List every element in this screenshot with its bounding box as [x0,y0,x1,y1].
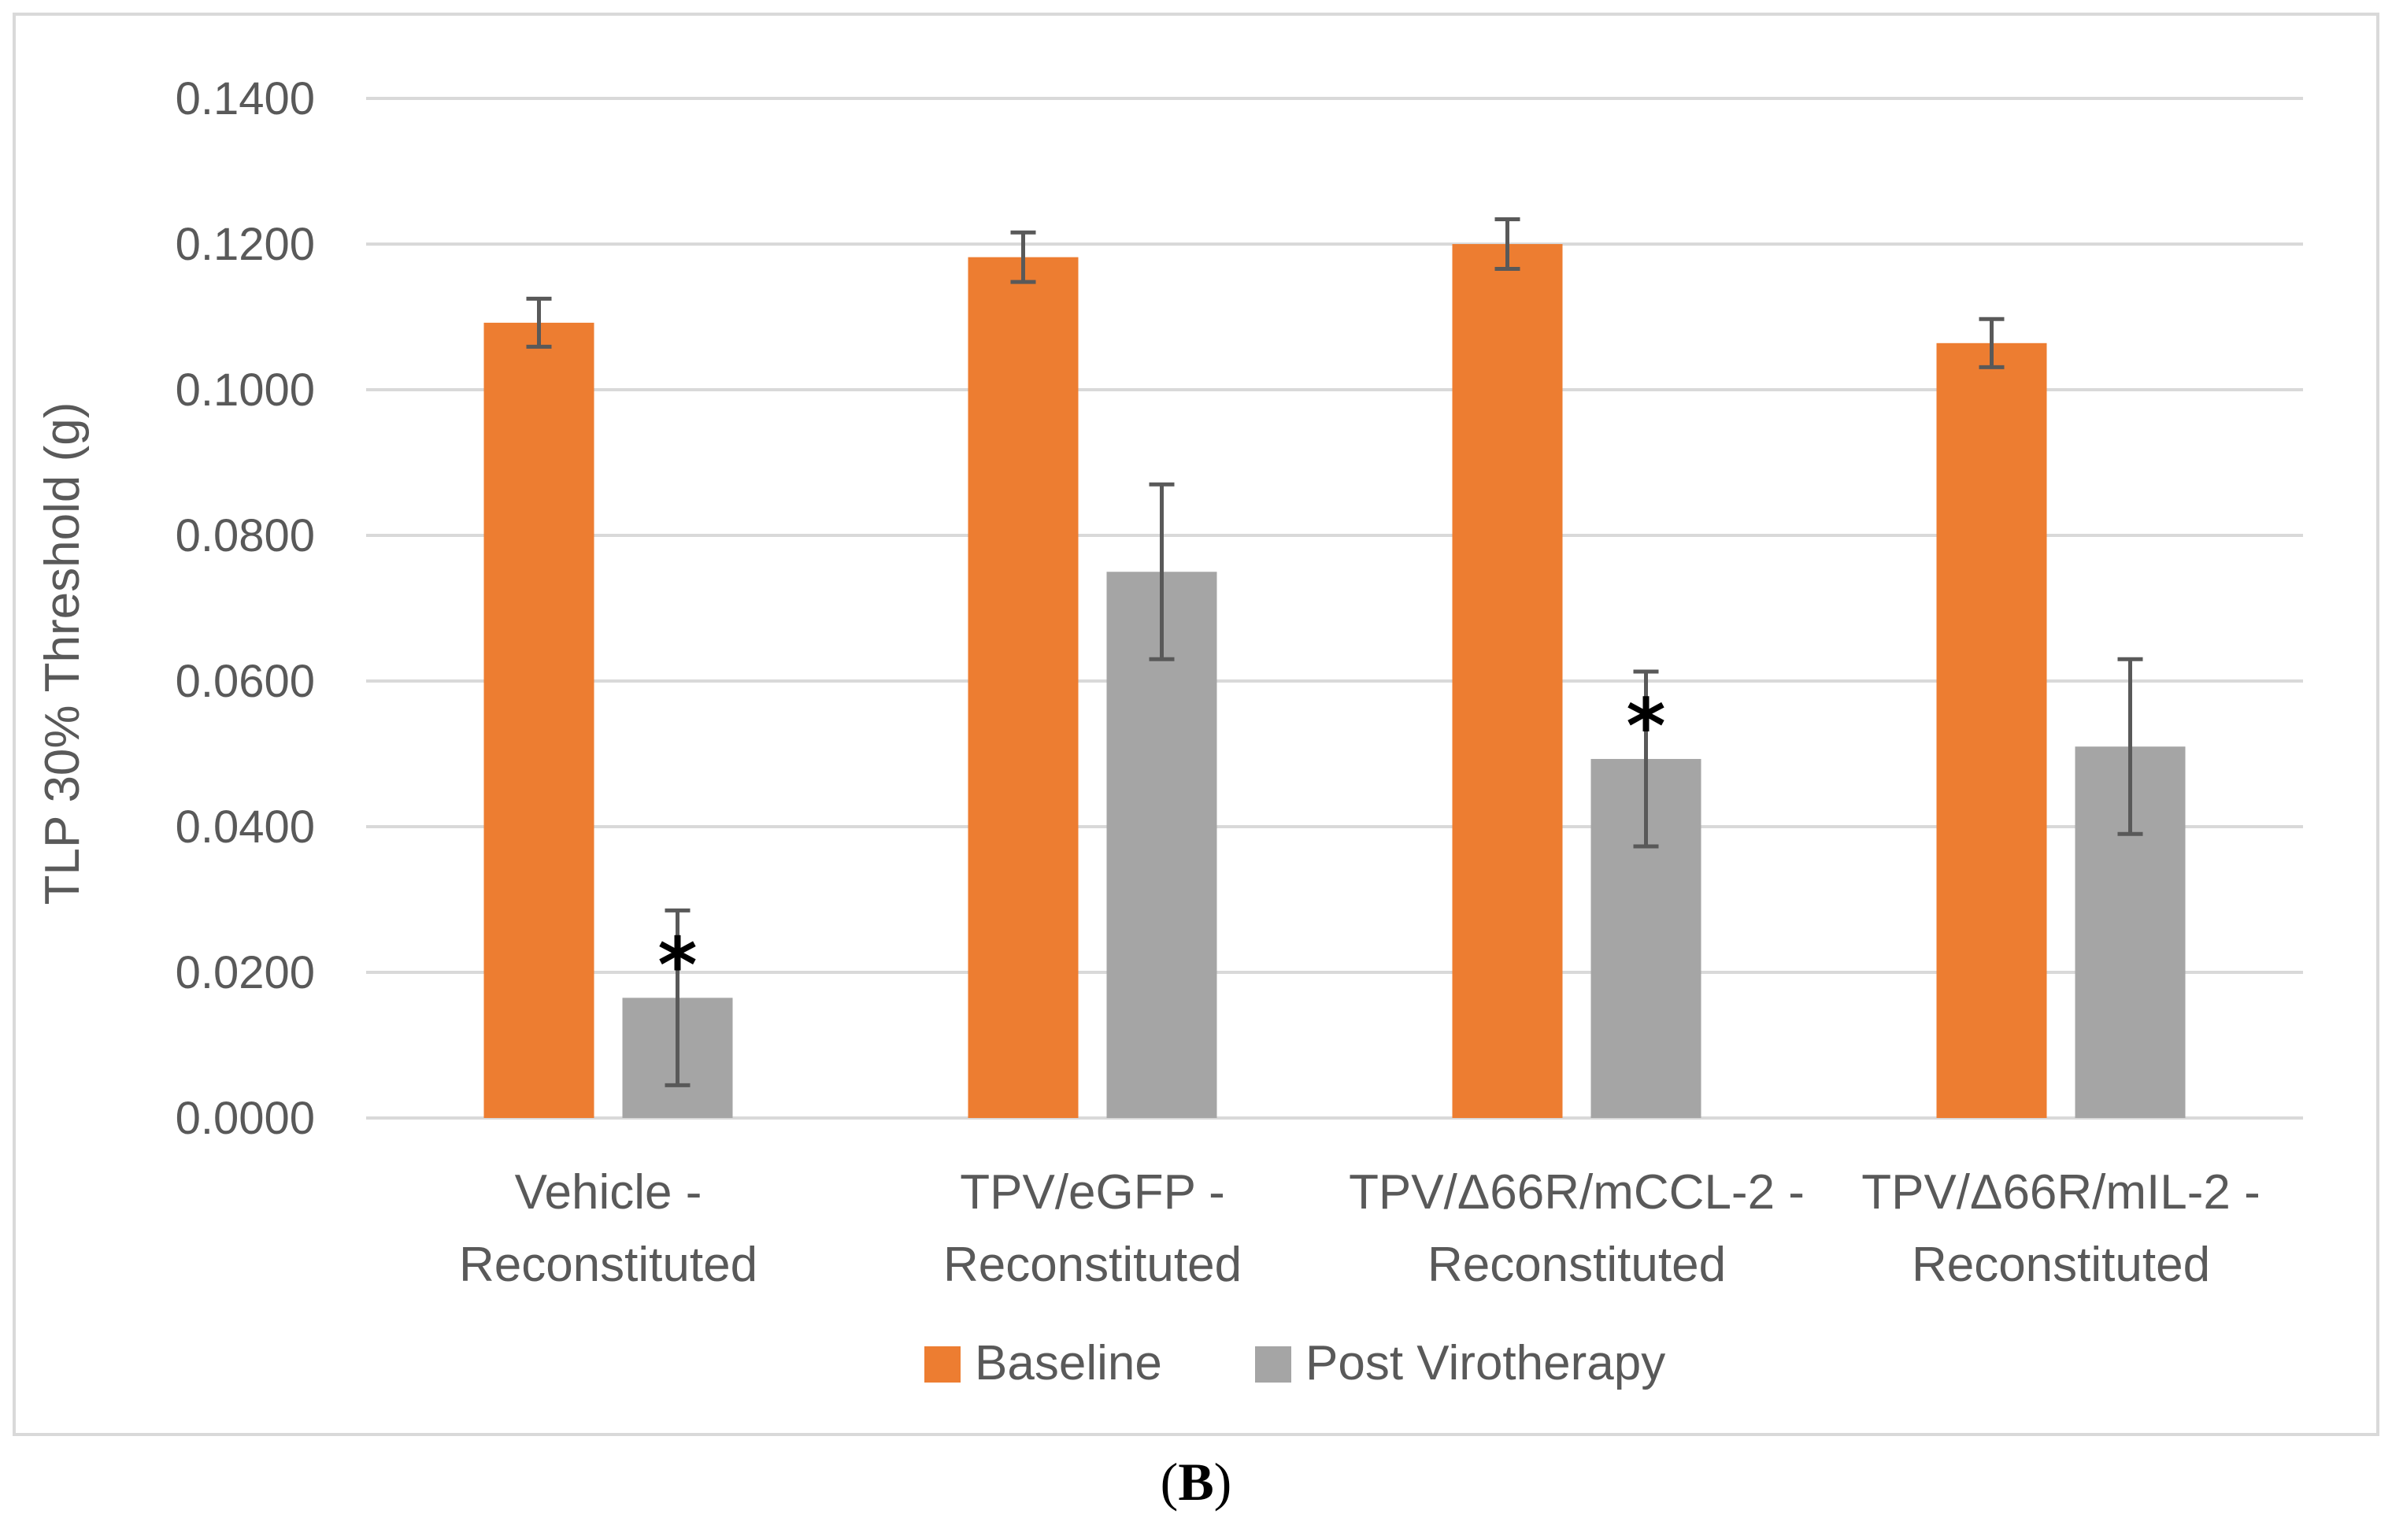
legend-swatch-post-virotherapy [1255,1346,1291,1383]
y-tick-label: 0.1200 [176,219,315,270]
y-tick-label: 0.0800 [176,510,315,561]
legend-label-post-virotherapy: Post Virotherapy [1305,1336,1665,1390]
bar-baseline [1452,244,1563,1118]
legend-swatch-baseline [924,1346,961,1383]
y-tick-label: 0.0200 [176,947,315,998]
significance-asterisk: * [1626,683,1665,771]
y-tick-label: 0.0400 [176,801,315,853]
error-bar [526,296,552,349]
legend: Baseline Post Virotherapy [924,1336,1665,1390]
x-category-label: TPV/eGFP -Reconstituted [943,1165,1242,1292]
panel-label: (B) [1161,1452,1232,1512]
error-bar [1010,230,1036,284]
error-bar [1633,669,1659,849]
y-tick-label: 0.1000 [176,365,315,416]
error-bar [1979,317,2005,369]
error-bar [1494,217,1520,271]
bar-post-virotherapy [1106,572,1217,1118]
y-tick-label: 0.0600 [176,656,315,707]
x-category-label: TPV/Δ66R/mCCL-2 -Reconstituted [1349,1165,1805,1292]
x-category-label: TPV/Δ66R/mIL-2 -Reconstituted [1861,1165,2261,1292]
bar-baseline [968,257,1079,1118]
error-bar [2117,657,2143,836]
bar-baseline [483,322,594,1118]
error-bar [1149,482,1175,661]
error-bar [665,908,691,1087]
x-category-label: Vehicle -Reconstituted [459,1165,757,1292]
legend-label-baseline: Baseline [975,1336,1162,1390]
y-tick-label: 0.1400 [176,73,315,124]
y-axis-title: TLP 30% Threshold (g) [35,402,90,905]
y-tick-label: 0.0000 [176,1093,315,1144]
bar-baseline [1936,342,2047,1118]
significance-asterisk: * [657,921,697,1009]
